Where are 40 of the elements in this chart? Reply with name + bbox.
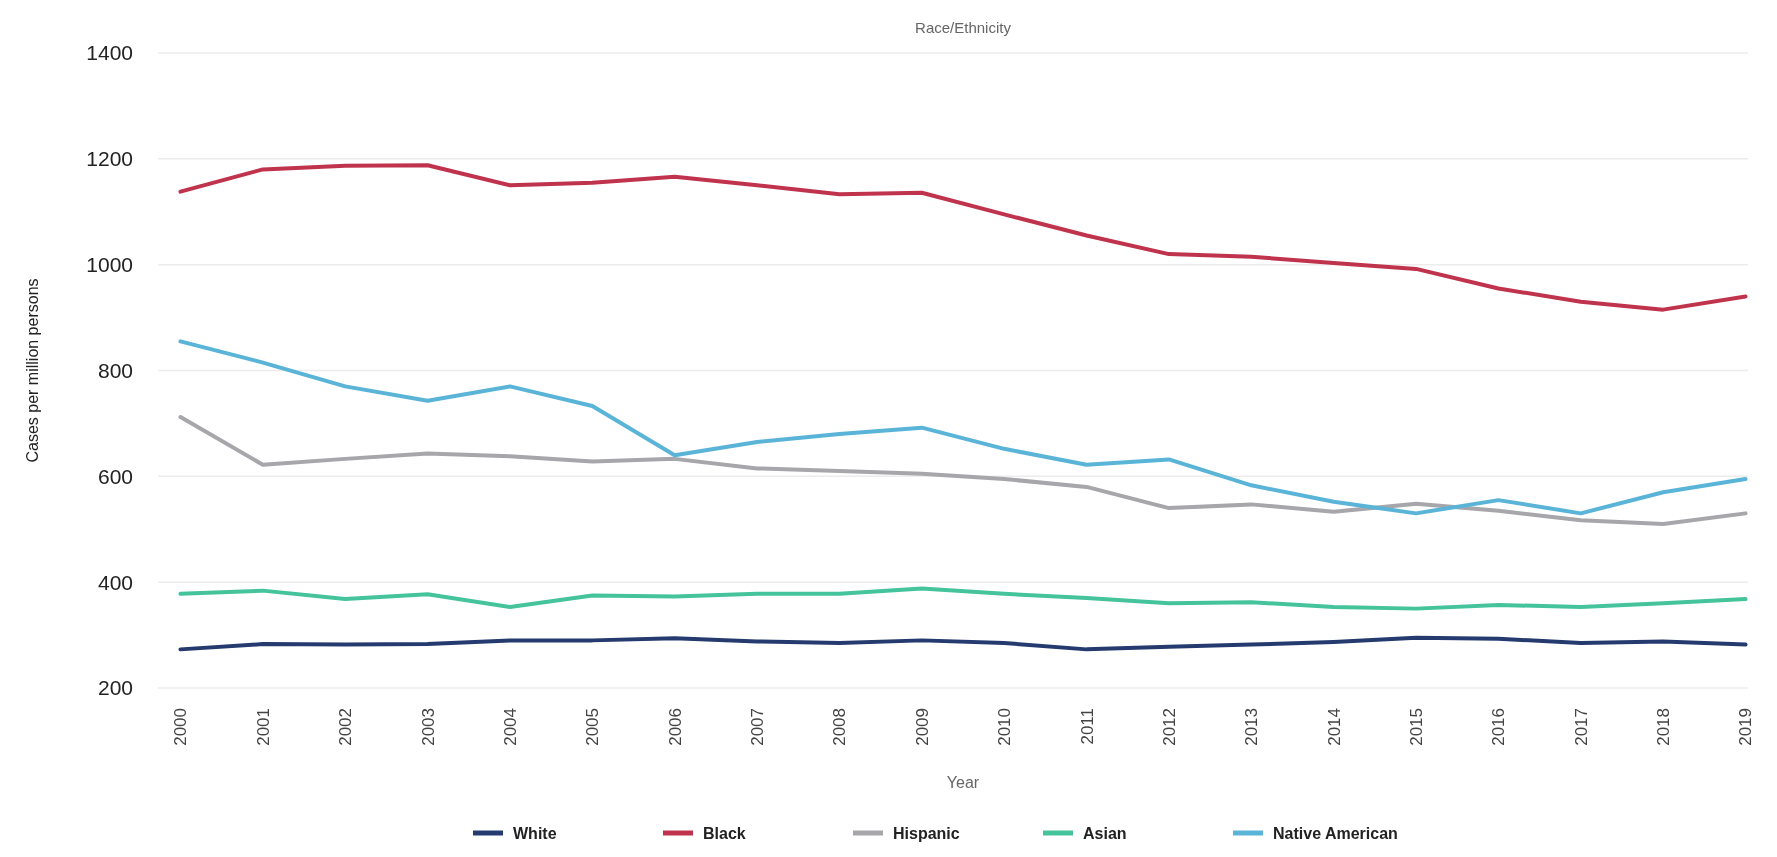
x-tick-label: 2019 [1736, 708, 1756, 746]
legend-label: Native American [1273, 824, 1398, 842]
x-tick-label: 2007 [748, 708, 768, 746]
x-tick-label: 2005 [583, 708, 603, 746]
legend-label: White [513, 824, 557, 842]
line-series [178, 635, 1748, 652]
x-tick-label: 2013 [1242, 708, 1262, 746]
x-tick-label: 2011 [1077, 708, 1097, 745]
y-tick-label: 800 [97, 358, 133, 382]
x-tick-label: 2003 [418, 708, 438, 746]
legend-label: Hispanic [893, 824, 960, 842]
legend-label: Black [703, 824, 746, 842]
legend-label: Asian [1083, 824, 1127, 842]
x-tick-label: 2015 [1406, 708, 1426, 746]
y-tick-label: 1000 [86, 253, 133, 277]
x-tick-label: 2000 [171, 708, 191, 746]
x-tick-label: 2004 [500, 708, 520, 746]
y-axis-title: Cases per million persons [24, 278, 41, 463]
x-tick-label: 2016 [1489, 708, 1509, 746]
line-series [178, 163, 1748, 312]
x-axis-title: Year [946, 774, 980, 791]
x-tick-label: 2010 [995, 708, 1015, 746]
y-tick-label: 1200 [86, 147, 133, 171]
x-tick-label: 2014 [1324, 708, 1344, 746]
x-tick-label: 2018 [1654, 708, 1674, 746]
chart-title: Race/Ethnicity [915, 19, 1012, 36]
y-tick-label: 200 [97, 676, 133, 700]
line-series [178, 586, 1748, 611]
x-tick-label: 2001 [253, 708, 273, 746]
x-tick-label: 2002 [336, 708, 356, 746]
x-tick-label: 2006 [665, 708, 685, 746]
x-tick-label: 2009 [912, 708, 932, 746]
line-series [178, 339, 1748, 516]
x-tick-label: 2017 [1571, 708, 1591, 746]
y-tick-label: 600 [97, 464, 133, 488]
x-tick-label: 2012 [1159, 708, 1179, 746]
x-tick-label: 2008 [830, 708, 850, 746]
y-tick-label: 400 [97, 570, 133, 594]
line-series [178, 415, 1748, 526]
y-tick-label: 1400 [86, 41, 133, 65]
